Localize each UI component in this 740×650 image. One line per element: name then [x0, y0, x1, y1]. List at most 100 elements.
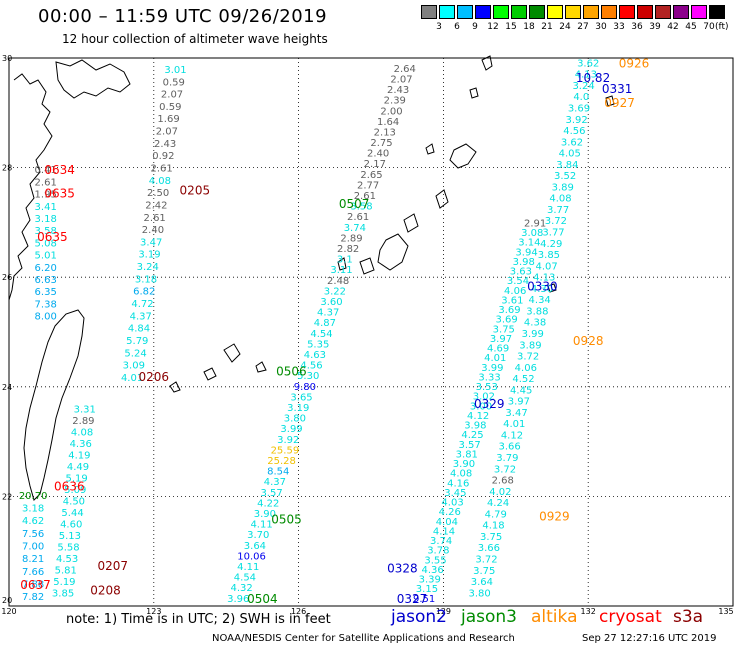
wave-height-value: 4.05: [559, 149, 581, 160]
wave-height-value: 10.06: [237, 551, 266, 562]
wave-height-value: 4.08: [450, 469, 472, 480]
wave-height-value: 3.75: [493, 324, 515, 335]
wave-height-value: 6.63: [35, 275, 57, 286]
wave-height-value: 4.54: [310, 329, 332, 340]
wave-height-value: 25.59: [271, 445, 300, 456]
wave-height-value: 3.74: [430, 536, 452, 547]
longitude-tick-label: 135: [718, 607, 733, 616]
wave-height-value: 4.49: [67, 462, 89, 473]
wave-height-value: 3.58: [350, 202, 372, 213]
wave-height-value: 4.60: [60, 519, 82, 530]
pass-time-label: 0635: [37, 230, 68, 244]
pass-time-label: 0330: [527, 279, 558, 293]
scale-label: 9: [472, 22, 478, 32]
wave-height-value: 3.70: [247, 530, 269, 541]
wave-height-value: 4.54: [234, 573, 256, 584]
satellite-legend-jason2: jason2: [391, 607, 447, 627]
wave-height-value: 4.01: [121, 373, 143, 384]
wave-height-value: 3.77: [542, 228, 564, 239]
pass-time-label: 0205: [180, 184, 211, 198]
wave-height-value: 5.79: [126, 336, 148, 347]
wave-height-value: 5.19: [53, 577, 75, 588]
wave-height-value: 2.61: [354, 191, 376, 202]
wave-height-value: 7.82: [22, 592, 44, 603]
wave-height-value: 4.08: [549, 194, 571, 205]
wave-height-value: 4.38: [524, 318, 546, 329]
latitude-tick-label: 20: [2, 596, 12, 605]
pass-time-label: 0505: [271, 512, 302, 526]
axis-labels: 120 123 126 129 132 135 30 28 26 24 22 20: [1, 54, 733, 616]
scale-swatch: [601, 5, 617, 19]
scale-swatch: [421, 5, 437, 19]
wave-height-value: 7.00: [22, 541, 44, 552]
wave-height-value: 5.13: [59, 531, 81, 542]
wave-height-value: 3.69: [496, 315, 518, 326]
wave-height-value: 4.22: [257, 498, 279, 509]
wave-height-value: 2.07: [156, 127, 178, 138]
wave-height-value: 4.84: [128, 324, 150, 335]
wave-height-value: 4.02: [489, 487, 511, 498]
wave-height-value: 4.32: [230, 583, 252, 594]
wave-height-value: 3.72: [475, 554, 497, 565]
wave-height-value: 8.00: [35, 312, 57, 323]
wave-height-value: 3.66: [499, 442, 521, 453]
map-frame: [8, 57, 734, 607]
scale-swatch: [493, 5, 509, 19]
wave-height-value: 2.61: [347, 212, 369, 223]
wave-height-value: 3.90: [453, 459, 475, 470]
scale-unit: (ft): [715, 22, 729, 32]
wave-height-value: 3.47: [505, 408, 527, 419]
scale-label: 42: [667, 22, 679, 32]
wave-height-value: 3.97: [490, 334, 512, 345]
wave-height-value: 3.94: [515, 247, 537, 258]
scale-label: 30: [595, 22, 607, 32]
wave-height-value: 8.21: [22, 554, 44, 565]
wave-height-value: 3.75: [473, 566, 495, 577]
wave-height-value: 3.01: [164, 65, 186, 76]
pass-time-label: 0328: [387, 562, 418, 576]
wave-height-value: 3.22: [324, 286, 346, 297]
scale-label: 36: [631, 22, 643, 32]
wave-height-value: 3.81: [456, 449, 478, 460]
wave-height-value: 2.17: [364, 159, 386, 170]
pass-time-label: 0504: [247, 592, 278, 606]
footer-credit: NOAA/NESDIS Center for Satellite Applica…: [212, 633, 515, 644]
wave-height-value: 4.01: [503, 419, 525, 430]
wave-height-value: 3.77: [547, 205, 569, 216]
footer-note: note: 1) Time is in UTC; 2) SWH is in fe…: [66, 612, 331, 627]
wave-height-value: 3.96: [227, 594, 249, 605]
lat-lon-grid: [9, 58, 733, 606]
wave-height-value: 3.72: [545, 216, 567, 227]
wave-height-value: 3.52: [554, 171, 576, 182]
satellite-tracks: 0.412.611.953.413.183.585.085.016.206.63…: [19, 58, 600, 604]
wave-height-value: 8.54: [267, 467, 289, 478]
wave-height-value: 6.82: [133, 287, 155, 298]
wave-height-value: 4.87: [314, 318, 336, 329]
longitude-tick-label: 120: [1, 607, 16, 616]
wave-height-value: 3.92: [566, 115, 588, 126]
scale-swatch: [457, 5, 473, 19]
wave-height-value: 4.63: [304, 350, 326, 361]
scale-swatch: [619, 5, 635, 19]
wave-height-value: 3.64: [471, 577, 493, 588]
wave-height-value: 2.40: [142, 225, 164, 236]
wave-height-value: 3.02: [473, 392, 495, 403]
wave-height-value: 2.07: [161, 90, 183, 101]
wave-height-value: 2.48: [327, 276, 349, 287]
wave-height-value: 4.36: [70, 439, 92, 450]
wave-height-value: 2.43: [387, 85, 409, 96]
wave-height-value: 3.69: [568, 103, 590, 114]
wave-height-value: 3.62: [561, 137, 583, 148]
scale-swatch: [673, 5, 689, 19]
latitude-tick-label: 26: [2, 273, 12, 282]
footer-timestamp: Sep 27 12:27:16 UTC 2019: [582, 633, 717, 644]
pass-time-label: 0327: [397, 592, 428, 606]
wave-height-value: 1.95: [35, 190, 57, 201]
pass-time-label: 0635: [44, 186, 75, 200]
wave-height-value: 4.18: [482, 521, 504, 532]
scale-swatch: [583, 5, 599, 19]
pass-time-label: 0329: [474, 397, 505, 411]
scale-label: 6: [454, 22, 460, 32]
scale-label: 45: [685, 22, 697, 32]
latitude-tick-label: 22: [2, 492, 12, 501]
